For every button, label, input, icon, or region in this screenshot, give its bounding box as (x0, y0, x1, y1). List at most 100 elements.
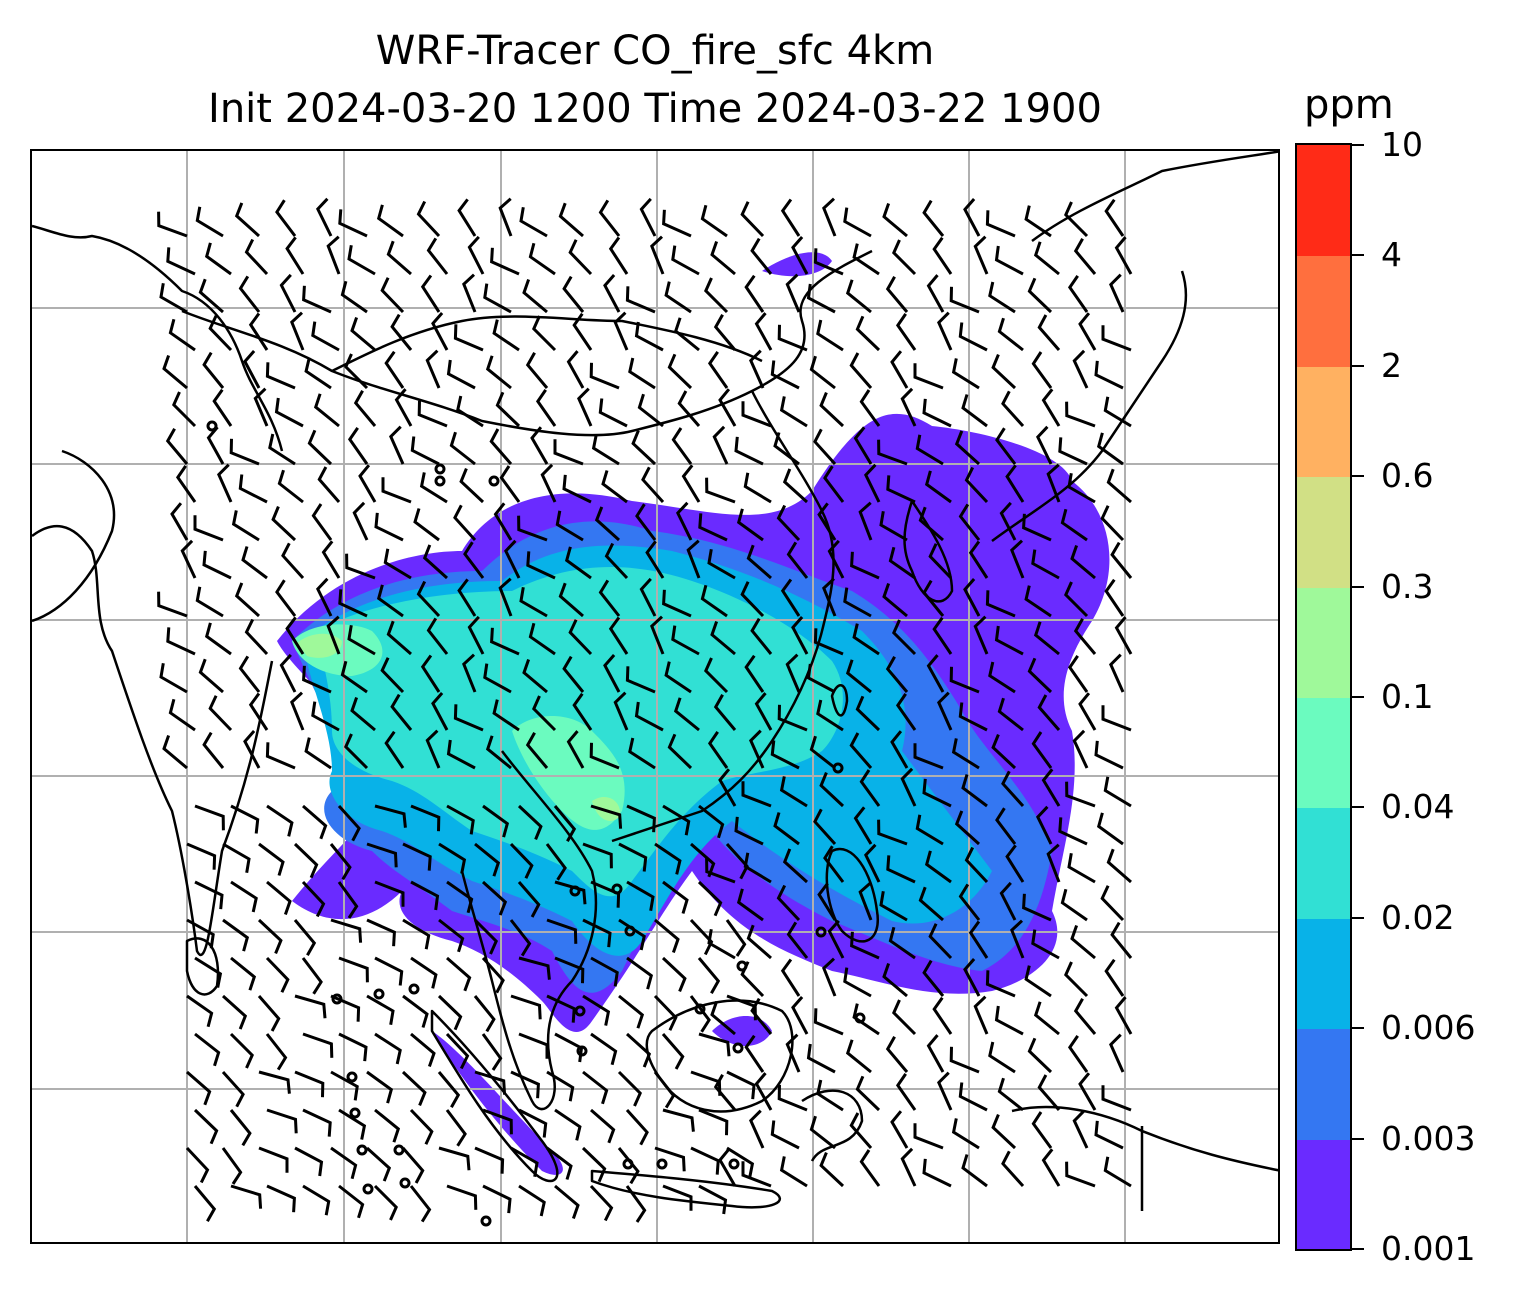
coast-java (590, 1169, 781, 1209)
wind-barb (566, 350, 585, 389)
wind-barb (710, 241, 736, 276)
wind-barb (410, 436, 440, 466)
wind-barb (230, 956, 257, 991)
wind-barb (234, 582, 261, 618)
wind-barb (274, 397, 304, 428)
wind-barb (999, 881, 1017, 921)
wind-barb (999, 501, 1017, 541)
wind-barb (159, 662, 188, 694)
wind-barb (608, 236, 629, 275)
wind-barb (304, 737, 332, 770)
wind-barb (598, 579, 621, 617)
wind-barb (285, 616, 305, 655)
wind-barb (193, 1108, 219, 1145)
wind-barb (662, 209, 692, 238)
wind-barb (528, 622, 556, 656)
wind-barb (402, 994, 429, 1028)
wind-barb (964, 466, 989, 504)
wind-barb (886, 475, 916, 504)
colorbar-tick-mark (1352, 364, 1364, 367)
wind-barb (958, 702, 988, 732)
wind-barb (1010, 919, 1025, 959)
wind-barb (1037, 1074, 1061, 1111)
wind-barb (888, 926, 916, 960)
wind-barb (626, 804, 656, 833)
wind-barb (589, 362, 620, 390)
wind-barb (697, 957, 721, 994)
wind-barb (822, 197, 837, 237)
wind-barb (813, 808, 837, 846)
wind-barb (437, 994, 463, 1031)
wind-barb (562, 275, 585, 313)
wind-barb (961, 1154, 988, 1188)
wind-barb (852, 243, 880, 276)
wind-barb (329, 843, 352, 881)
wind-barb (843, 967, 872, 998)
wind-barb (1114, 616, 1133, 655)
wind-barb (330, 1146, 358, 1180)
wind-barb (1103, 1156, 1132, 1188)
wind-barb (485, 355, 512, 390)
wind-barb (495, 391, 521, 428)
wind-barb (1027, 277, 1053, 314)
wind-barb (700, 204, 728, 238)
wind-barb (654, 918, 680, 953)
wind-barb (886, 855, 916, 884)
colorbar-tick-label: 0.02 (1381, 897, 1455, 937)
wind-barb (1073, 618, 1097, 655)
wind-barb (1114, 996, 1133, 1035)
wind-barb (1065, 781, 1096, 808)
wind-barb (809, 355, 836, 390)
coast-korea (903, 499, 954, 603)
coast-sulawesi (801, 1089, 864, 1162)
wind-barb (490, 247, 520, 276)
wind-barb (816, 699, 844, 732)
wind-barb (725, 919, 747, 957)
wind-barb (438, 842, 467, 874)
calm-wind-circle (815, 926, 827, 938)
coast-taiwan (830, 684, 849, 717)
wind-barb (582, 994, 611, 1026)
wind-barb (338, 1032, 368, 1062)
wind-barb (736, 508, 764, 542)
wind-barb (1078, 1072, 1097, 1111)
wind-barb (352, 501, 369, 541)
wind-barb (634, 701, 664, 732)
wind-barb (409, 1108, 434, 1145)
wind-barb (446, 804, 475, 835)
wind-barb (922, 199, 945, 237)
wind-barb (258, 1070, 291, 1094)
wind-barb (631, 430, 657, 466)
wind-barb (773, 432, 800, 466)
wind-barb (603, 274, 621, 313)
wind-barb (650, 615, 665, 655)
wind-barb (849, 732, 873, 769)
wind-barb (275, 579, 297, 617)
wind-barb (845, 279, 872, 314)
wind-barb (712, 425, 729, 465)
wind-barb (383, 548, 412, 580)
wind-barb (366, 1070, 394, 1104)
colorbar-tick-label: 10 (1381, 125, 1423, 164)
wind-barb (746, 544, 772, 580)
wind-barb (230, 1184, 263, 1209)
wind-barb (1106, 468, 1132, 504)
wind-barb (558, 202, 584, 238)
wind-barb (1005, 464, 1025, 503)
wind-barb (882, 963, 908, 998)
wind-barb (843, 587, 872, 618)
wind-barb (204, 622, 232, 656)
wind-barb (625, 1108, 649, 1146)
wind-barb (958, 503, 981, 541)
wind-barb (786, 921, 809, 959)
wind-barb (499, 465, 521, 503)
wind-barb (718, 388, 737, 427)
wind-barb (928, 543, 953, 580)
wind-barb (973, 235, 989, 275)
wind-barb (535, 389, 557, 427)
wind-barb (271, 506, 297, 542)
colorbar-tick-mark (1352, 916, 1364, 919)
map-gridlines (32, 151, 1278, 1242)
wind-barb (381, 477, 412, 504)
wind-barb (954, 810, 981, 846)
